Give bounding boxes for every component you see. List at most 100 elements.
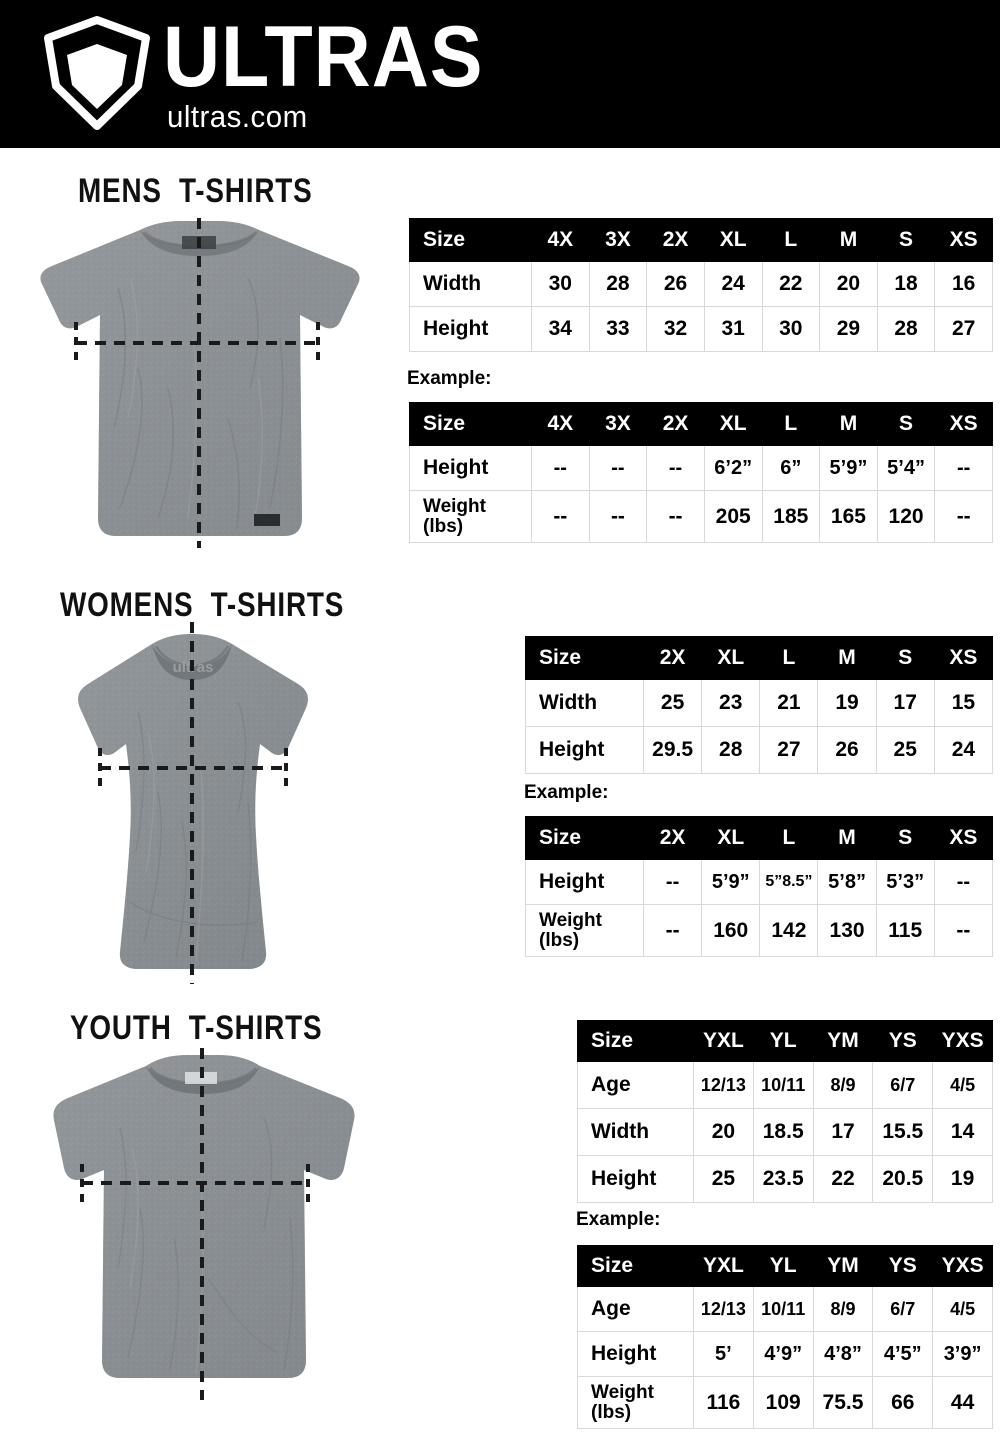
cell: -- bbox=[646, 490, 705, 543]
cell: 19 bbox=[932, 1155, 993, 1203]
cell: 23 bbox=[701, 679, 761, 727]
pentagon-shield-logo-icon bbox=[38, 14, 156, 132]
row-label: Height bbox=[409, 445, 532, 491]
cell: 116 bbox=[693, 1376, 754, 1429]
table-row: Width 20 18.5 17 15.5 14 bbox=[577, 1108, 993, 1156]
col-header: 3X bbox=[588, 402, 648, 446]
cell: -- bbox=[531, 445, 590, 491]
col-header: XS bbox=[933, 636, 994, 680]
row-label: Weight (lbs) bbox=[577, 1376, 694, 1429]
cell: 33 bbox=[588, 306, 648, 352]
col-header: L bbox=[759, 636, 819, 680]
cell: 4/5 bbox=[932, 1061, 993, 1109]
cell: 142 bbox=[759, 904, 819, 957]
table-row: Width 30 28 26 24 22 20 18 16 bbox=[409, 261, 993, 307]
cell: 24 bbox=[933, 726, 994, 774]
table-row: Weight (lbs) 116 109 75.5 66 44 bbox=[577, 1376, 993, 1429]
cell: 4’8” bbox=[812, 1331, 874, 1377]
cell: -- bbox=[646, 445, 705, 491]
womens-example-label: Example: bbox=[524, 782, 609, 803]
col-header: Size bbox=[525, 636, 644, 680]
row-label: Width bbox=[409, 261, 532, 307]
row-label: Width bbox=[525, 679, 644, 727]
cell: 75.5 bbox=[812, 1376, 874, 1429]
cell: 66 bbox=[872, 1376, 934, 1429]
cell: 5’9” bbox=[819, 445, 878, 491]
cell: 20 bbox=[819, 261, 878, 307]
cell: 5’8” bbox=[817, 859, 877, 905]
cell: 25 bbox=[875, 726, 935, 774]
row-label: Age bbox=[577, 1061, 694, 1109]
row-label-main: Weight bbox=[539, 909, 602, 931]
cell: 6” bbox=[761, 445, 821, 491]
cell: 10/11 bbox=[752, 1061, 814, 1109]
table-row: Height 29.5 28 27 26 25 24 bbox=[525, 726, 994, 774]
table-row: Age 12/13 10/11 8/9 6/7 4/5 bbox=[577, 1286, 993, 1332]
col-header: XS bbox=[934, 218, 993, 262]
cell: 27 bbox=[934, 306, 993, 352]
mens-example-table: Size 4X 3X 2X XL L M S XS Height -- -- -… bbox=[409, 402, 993, 543]
table-row: Weight (lbs) -- 160 142 130 115 -- bbox=[525, 904, 994, 957]
cell: 29 bbox=[819, 306, 878, 352]
col-header: YXS bbox=[932, 1020, 993, 1062]
brand-name: ULTRAS bbox=[163, 9, 484, 105]
cell: -- bbox=[588, 445, 648, 491]
cell: 14 bbox=[932, 1108, 993, 1156]
cell: 6/7 bbox=[872, 1286, 934, 1332]
col-header: XL bbox=[703, 402, 763, 446]
col-header: 4X bbox=[531, 402, 590, 446]
cell: 8/9 bbox=[812, 1286, 874, 1332]
cell: 28 bbox=[701, 726, 761, 774]
row-label-sub: (lbs) bbox=[539, 929, 580, 951]
col-header: XS bbox=[934, 402, 993, 446]
col-header: S bbox=[876, 402, 936, 446]
cell: -- bbox=[642, 904, 703, 957]
col-header: Size bbox=[577, 1020, 694, 1062]
womens-example-table: Size 2X XL L M S XS Height -- 5’9” 5”8.5… bbox=[525, 816, 994, 957]
row-label: Height bbox=[525, 859, 644, 905]
col-header: YM bbox=[812, 1245, 874, 1287]
col-header: 2X bbox=[646, 402, 705, 446]
brand-header: ULTRAS ultras.com bbox=[0, 0, 1000, 148]
col-header: Size bbox=[409, 218, 532, 262]
cell: 17 bbox=[812, 1108, 874, 1156]
cell: 25 bbox=[642, 679, 703, 727]
row-label: Height bbox=[577, 1331, 694, 1377]
col-header: L bbox=[761, 218, 821, 262]
col-header: 3X bbox=[588, 218, 648, 262]
row-label: Age bbox=[577, 1286, 694, 1332]
col-header: Size bbox=[577, 1245, 694, 1287]
cell: 20 bbox=[693, 1108, 754, 1156]
cell: 18 bbox=[876, 261, 936, 307]
cell: 29.5 bbox=[642, 726, 703, 774]
cell: 26 bbox=[646, 261, 705, 307]
cell: 5’4” bbox=[876, 445, 936, 491]
col-header: YS bbox=[872, 1245, 934, 1287]
cell: -- bbox=[531, 490, 590, 543]
cell: -- bbox=[642, 859, 703, 905]
col-header: XL bbox=[701, 816, 761, 860]
cell: 4’5” bbox=[872, 1331, 934, 1377]
cell: 5’9” bbox=[701, 859, 761, 905]
mens-example-label: Example: bbox=[407, 368, 492, 389]
cell: 30 bbox=[531, 261, 590, 307]
table-header-row: Size 2X XL L M S XS bbox=[525, 816, 994, 860]
table-row: Width 25 23 21 19 17 15 bbox=[525, 679, 994, 727]
cell: 27 bbox=[759, 726, 819, 774]
cell: 24 bbox=[703, 261, 763, 307]
cell: 16 bbox=[934, 261, 993, 307]
col-header: 2X bbox=[642, 636, 703, 680]
col-header: S bbox=[875, 816, 935, 860]
row-label: Height bbox=[577, 1155, 694, 1203]
col-header: L bbox=[759, 816, 819, 860]
cell: 120 bbox=[876, 490, 936, 543]
youth-tshirt-diagram-icon bbox=[28, 1048, 370, 1400]
col-header: YS bbox=[872, 1020, 934, 1062]
row-label-main: Weight bbox=[591, 1381, 654, 1403]
col-header: YXL bbox=[693, 1245, 754, 1287]
col-header: XL bbox=[701, 636, 761, 680]
row-label-sub: (lbs) bbox=[423, 515, 464, 537]
cell: -- bbox=[588, 490, 648, 543]
section-title-youth: YOUTH T-SHIRTS bbox=[70, 1009, 323, 1047]
